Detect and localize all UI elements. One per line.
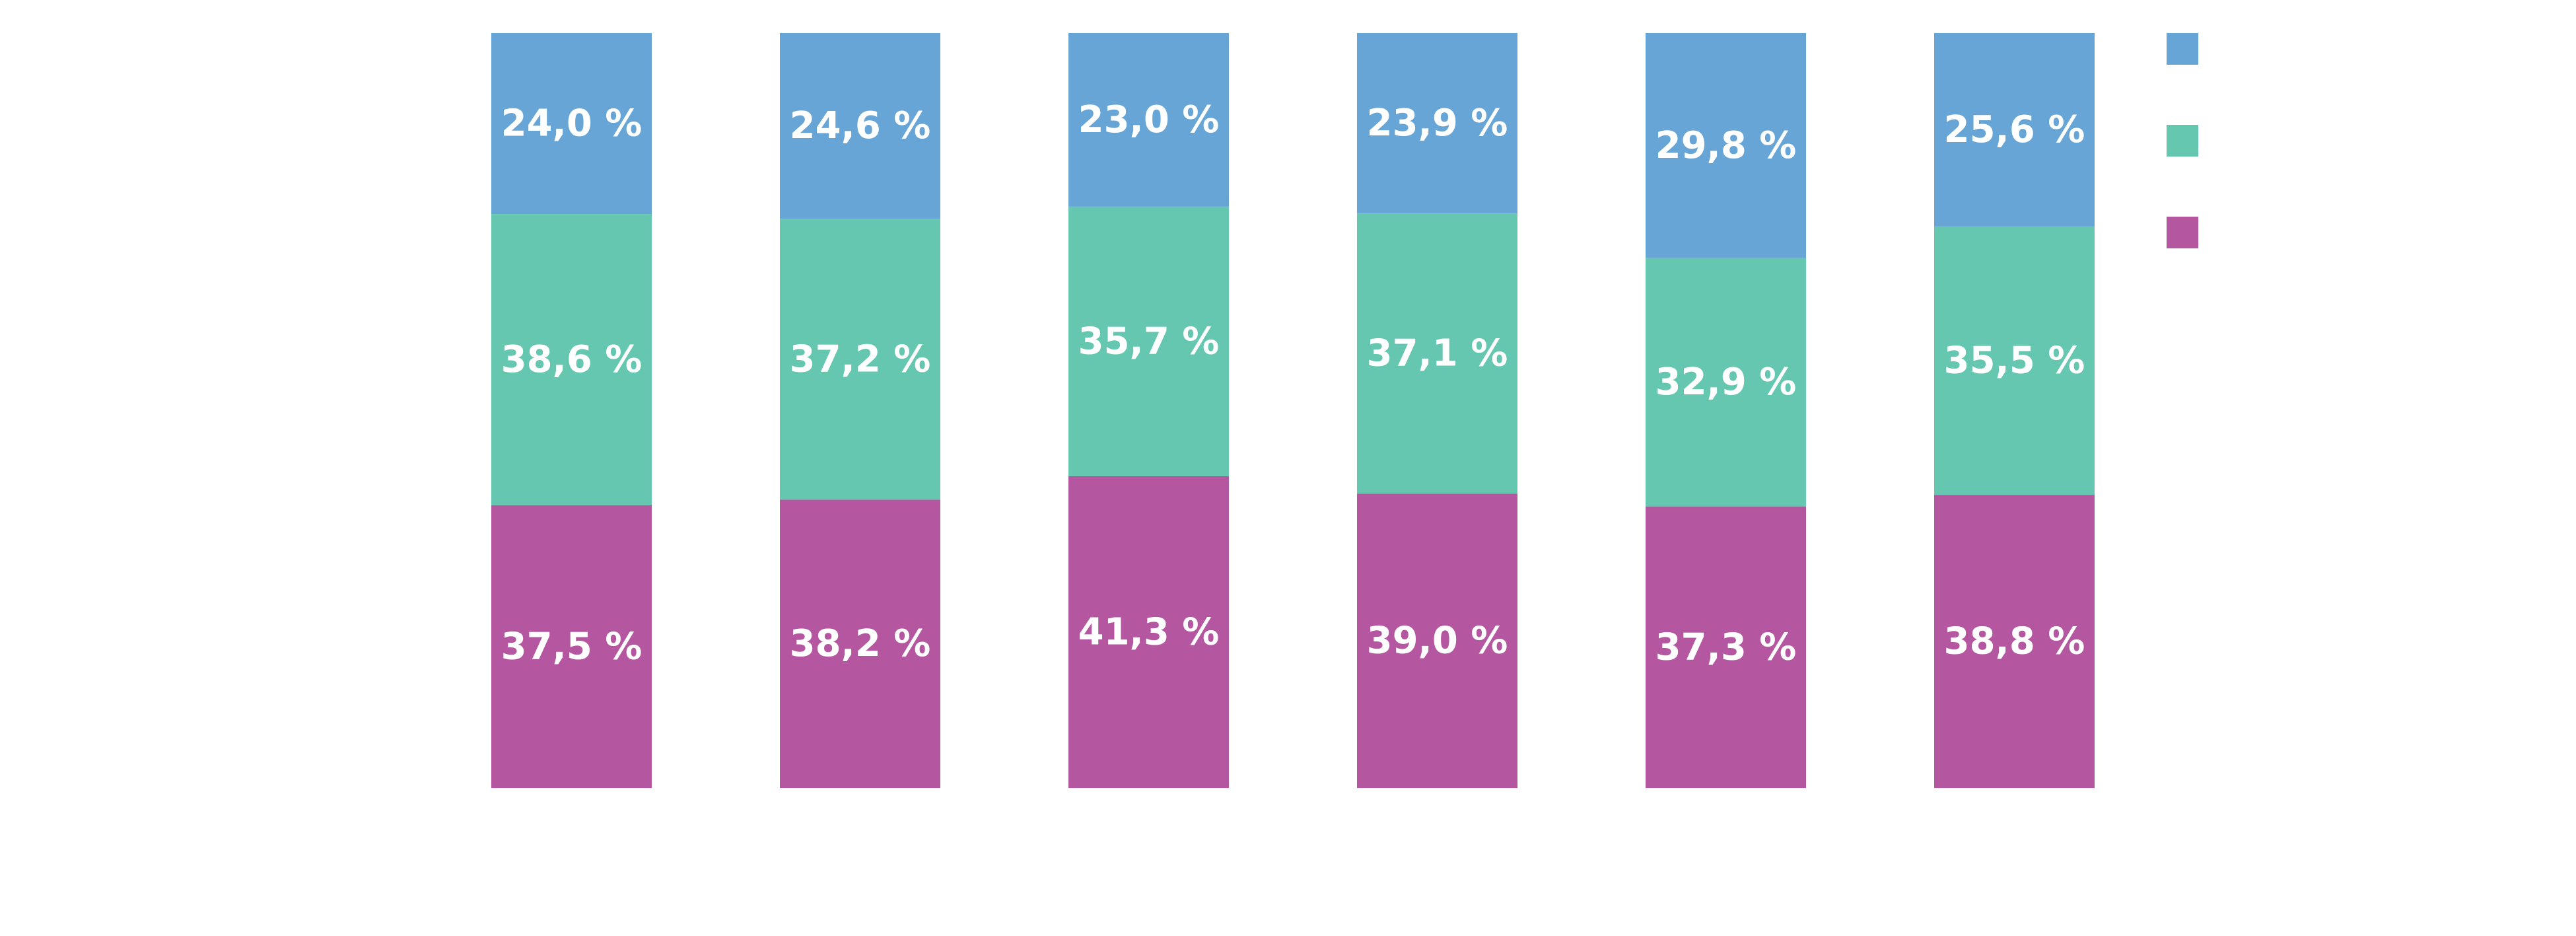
bar-segment-2-category-1 [491,214,652,505]
bar-segment-3-category-5 [1646,33,1806,258]
bar-segment-2-category-6 [1934,226,2095,495]
legend-swatch-1 [2167,33,2198,65]
data-label-2-category-3: 35,7 % [1078,320,1220,363]
bar-segment-3-category-1 [491,33,652,215]
data-label-2-category-2: 37,2 % [790,338,931,380]
bar-segment-3-category-4 [1357,33,1517,214]
data-label-3-category-3: 23,0 % [1078,98,1220,141]
bar-segment-2-category-5 [1646,258,1806,507]
bars-group: 37,5 % 38,6 % 24,0 % 38,2 % 37,2 % 24,6 % 41,3… [491,33,2095,788]
bar-segment-1-category-5 [1646,506,1806,788]
data-label-2-category-6: 35,5 % [1944,339,2085,382]
bar-segment-1-category-2 [780,499,940,788]
bar-segment-3-category-2 [780,33,940,219]
bar-segment-1-category-3 [1068,476,1229,788]
legend-swatch-3 [2167,217,2198,248]
data-label-1-category-5: 37,3 % [1655,626,1797,668]
data-label-1-category-1: 37,5 % [501,625,643,668]
bar-segment-1-category-1 [491,505,652,788]
data-label-3-category-5: 29,8 % [1655,124,1797,167]
data-label-3-category-1: 24,0 % [501,102,643,145]
data-label-1-category-2: 38,2 % [790,622,931,665]
data-label-2-category-1: 38,6 % [501,338,643,381]
data-label-2-category-5: 32,9 % [1655,361,1797,404]
data-label-3-category-2: 24,6 % [790,104,931,147]
data-label-3-category-6: 25,6 % [1944,108,2085,151]
data-label-1-category-3: 41,3 % [1078,610,1220,653]
bar-segment-2-category-3 [1068,206,1229,476]
data-label-1-category-4: 39,0 % [1367,620,1508,663]
data-label-1-category-6: 38,8 % [1944,620,2085,663]
data-label-2-category-4: 37,1 % [1367,332,1508,375]
bar-segment-3-category-6 [1934,33,2095,227]
bar-segment-1-category-6 [1934,495,2095,788]
bar-segment-1-category-4 [1357,493,1517,788]
legend [2167,33,2198,248]
legend-swatch-2 [2167,125,2198,157]
bar-segment-3-category-3 [1068,33,1229,207]
data-label-3-category-4: 23,9 % [1367,102,1508,145]
bar-segment-2-category-4 [1357,213,1517,494]
bar-segment-2-category-2 [780,219,940,500]
